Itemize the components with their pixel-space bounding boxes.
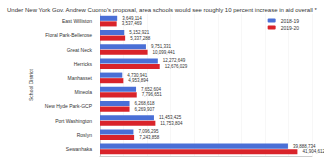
svg-text:12,676,029: 12,676,029 (165, 64, 188, 69)
svg-text:3,649,114: 3,649,114 (122, 16, 142, 21)
svg-text:12,272,649: 12,272,649 (163, 58, 186, 63)
svg-text:5,337,288: 5,337,288 (130, 36, 151, 41)
svg-text:11,453,425: 11,453,425 (159, 115, 182, 120)
svg-text:Mineola: Mineola (74, 89, 92, 95)
svg-text:East Williston: East Williston (62, 18, 92, 24)
svg-text:4,730,941: 4,730,941 (127, 73, 148, 78)
svg-text:9,751,331: 9,751,331 (151, 44, 172, 49)
svg-text:7,652,604: 7,652,604 (141, 87, 162, 92)
svg-text:Herricks: Herricks (74, 61, 93, 67)
svg-text:Manhasset: Manhasset (68, 75, 93, 81)
svg-text:Roslyn: Roslyn (77, 132, 93, 138)
svg-text:3,537,469: 3,537,469 (122, 21, 143, 26)
svg-text:6,268,618: 6,268,618 (135, 101, 156, 106)
svg-text:41,904,612: 41,904,612 (302, 149, 324, 154)
svg-text:Great Neck: Great Neck (67, 47, 93, 53)
svg-text:5,152,921: 5,152,921 (129, 30, 150, 35)
svg-text:Sewanhaka: Sewanhaka (66, 146, 92, 152)
svg-text:New Hyde Park-GCP: New Hyde Park-GCP (45, 103, 93, 109)
svg-text:School District: School District (28, 68, 34, 101)
svg-text:11,753,804: 11,753,804 (160, 121, 183, 126)
svg-text:4,953,894: 4,953,894 (128, 78, 149, 83)
svg-text:Floral Park-Bellerose: Floral Park-Bellerose (45, 32, 92, 38)
svg-text:Port Washington: Port Washington (55, 118, 92, 124)
svg-text:2019-20: 2019-20 (281, 25, 300, 31)
svg-text:39,888,734: 39,888,734 (293, 144, 316, 149)
svg-text:6,269,907: 6,269,907 (135, 107, 156, 112)
svg-text:10,099,441: 10,099,441 (153, 50, 176, 55)
svg-text:7,096,295: 7,096,295 (138, 129, 159, 134)
svg-text:7,243,858: 7,243,858 (139, 135, 160, 140)
svg-text:2018-19: 2018-19 (281, 18, 300, 24)
svg-text:7,796,651: 7,796,651 (142, 92, 163, 97)
svg-text:Under New York Gov. Andrew Cuo: Under New York Gov. Andrew Cuomo's propo… (7, 7, 318, 13)
